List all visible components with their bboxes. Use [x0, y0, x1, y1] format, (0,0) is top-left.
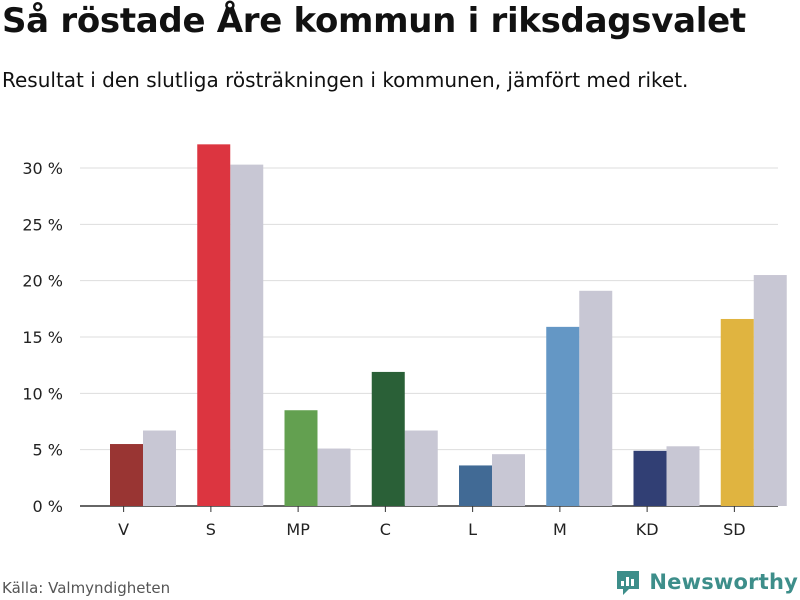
y-tick-label: 5 %	[33, 441, 63, 460]
brand-logo: Newsworthy	[615, 568, 798, 596]
bar-riket-kd	[666, 446, 700, 506]
x-tick-label: M	[553, 520, 567, 539]
y-tick-label: 25 %	[22, 215, 63, 234]
x-tick-label: KD	[636, 520, 659, 539]
chart-subtitle: Resultat i den slutliga rösträkningen i …	[2, 68, 689, 92]
x-tick-label: S	[206, 520, 216, 539]
y-tick-label: 30 %	[22, 159, 63, 178]
x-tick-label: C	[380, 520, 391, 539]
chart-title: Så röstade Åre kommun i riksdagsvalet	[2, 1, 746, 41]
bar-riket-mp	[317, 448, 351, 506]
bar-riket-sd	[753, 275, 787, 506]
x-tick-label: L	[468, 520, 477, 539]
bar-kommun-kd	[633, 450, 667, 506]
source-note: Källa: Valmyndigheten	[2, 579, 171, 597]
y-tick-label: 20 %	[22, 272, 63, 291]
bar-riket-m	[579, 290, 613, 506]
x-tick-label: SD	[723, 520, 745, 539]
x-tick-label: MP	[286, 520, 310, 539]
bar-riket-v	[143, 430, 176, 506]
bar-kommun-l	[459, 465, 492, 506]
bar-kommun-m	[546, 326, 580, 506]
bar-kommun-v	[110, 444, 143, 506]
y-tick-label: 10 %	[22, 384, 63, 403]
y-tick-label: 15 %	[22, 328, 63, 347]
y-tick-label: 0 %	[33, 497, 63, 516]
x-tick-label: V	[118, 520, 129, 539]
bar-kommun-c	[371, 371, 405, 506]
bar-riket-c	[404, 430, 438, 506]
bar-kommun-s	[197, 144, 231, 506]
brand-name: Newsworthy	[649, 570, 798, 594]
bar-riket-s	[230, 164, 264, 506]
bar-kommun-sd	[720, 318, 754, 506]
bar-kommun-mp	[284, 410, 318, 506]
newsworthy-logo-icon	[617, 571, 640, 595]
bar-riket-l	[492, 454, 525, 506]
